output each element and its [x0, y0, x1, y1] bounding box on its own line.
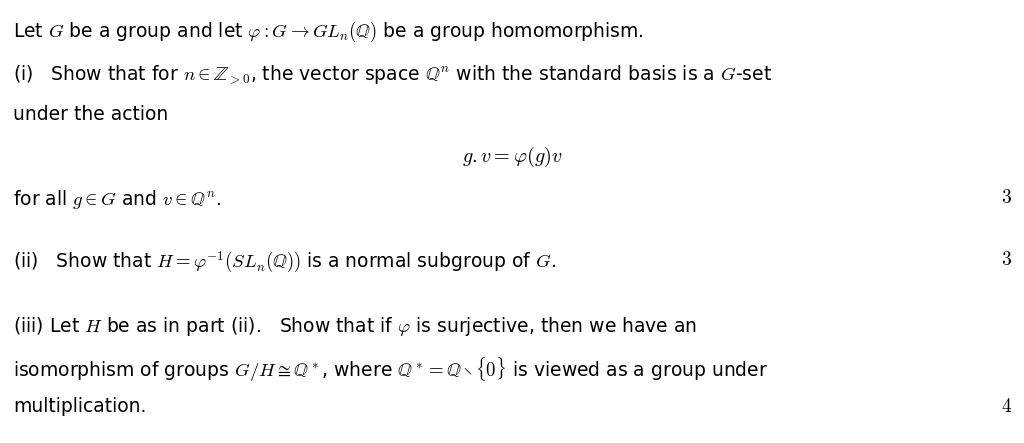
Text: $\mathbf{4}$: $\mathbf{4}$	[1000, 397, 1012, 416]
Text: Let $G$ be a group and let $\varphi: G \to GL_n(\mathbb{Q})$ be a group homomorp: Let $G$ be a group and let $\varphi: G \…	[13, 20, 644, 44]
Text: (i)   Show that for $n \in \mathbb{Z}_{>0}$, the vector space $\mathbb{Q}^n$ wit: (i) Show that for $n \in \mathbb{Z}_{>0}…	[13, 64, 772, 87]
Text: under the action: under the action	[13, 105, 169, 124]
Text: $g.v = \varphi(g)v$: $g.v = \varphi(g)v$	[462, 145, 562, 169]
Text: multiplication.: multiplication.	[13, 397, 146, 416]
Text: $\mathbf{3}$: $\mathbf{3}$	[1000, 250, 1012, 269]
Text: $\mathbf{3}$: $\mathbf{3}$	[1000, 188, 1012, 207]
Text: isomorphism of groups $G/H \cong \mathbb{Q}^*$, where $\mathbb{Q}^* = \mathbb{Q}: isomorphism of groups $G/H \cong \mathbb…	[13, 356, 768, 384]
Text: (ii)   Show that $H = \varphi^{-1}(SL_n(\mathbb{Q}))$ is a normal subgroup of $G: (ii) Show that $H = \varphi^{-1}(SL_n(\m…	[13, 250, 556, 276]
Text: for all $g \in G$ and $v \in \mathbb{Q}^n$.: for all $g \in G$ and $v \in \mathbb{Q}^…	[13, 188, 221, 211]
Text: (iii) Let $H$ be as in part (ii).   Show that if $\varphi$ is surjective, then w: (iii) Let $H$ be as in part (ii). Show t…	[13, 315, 697, 338]
